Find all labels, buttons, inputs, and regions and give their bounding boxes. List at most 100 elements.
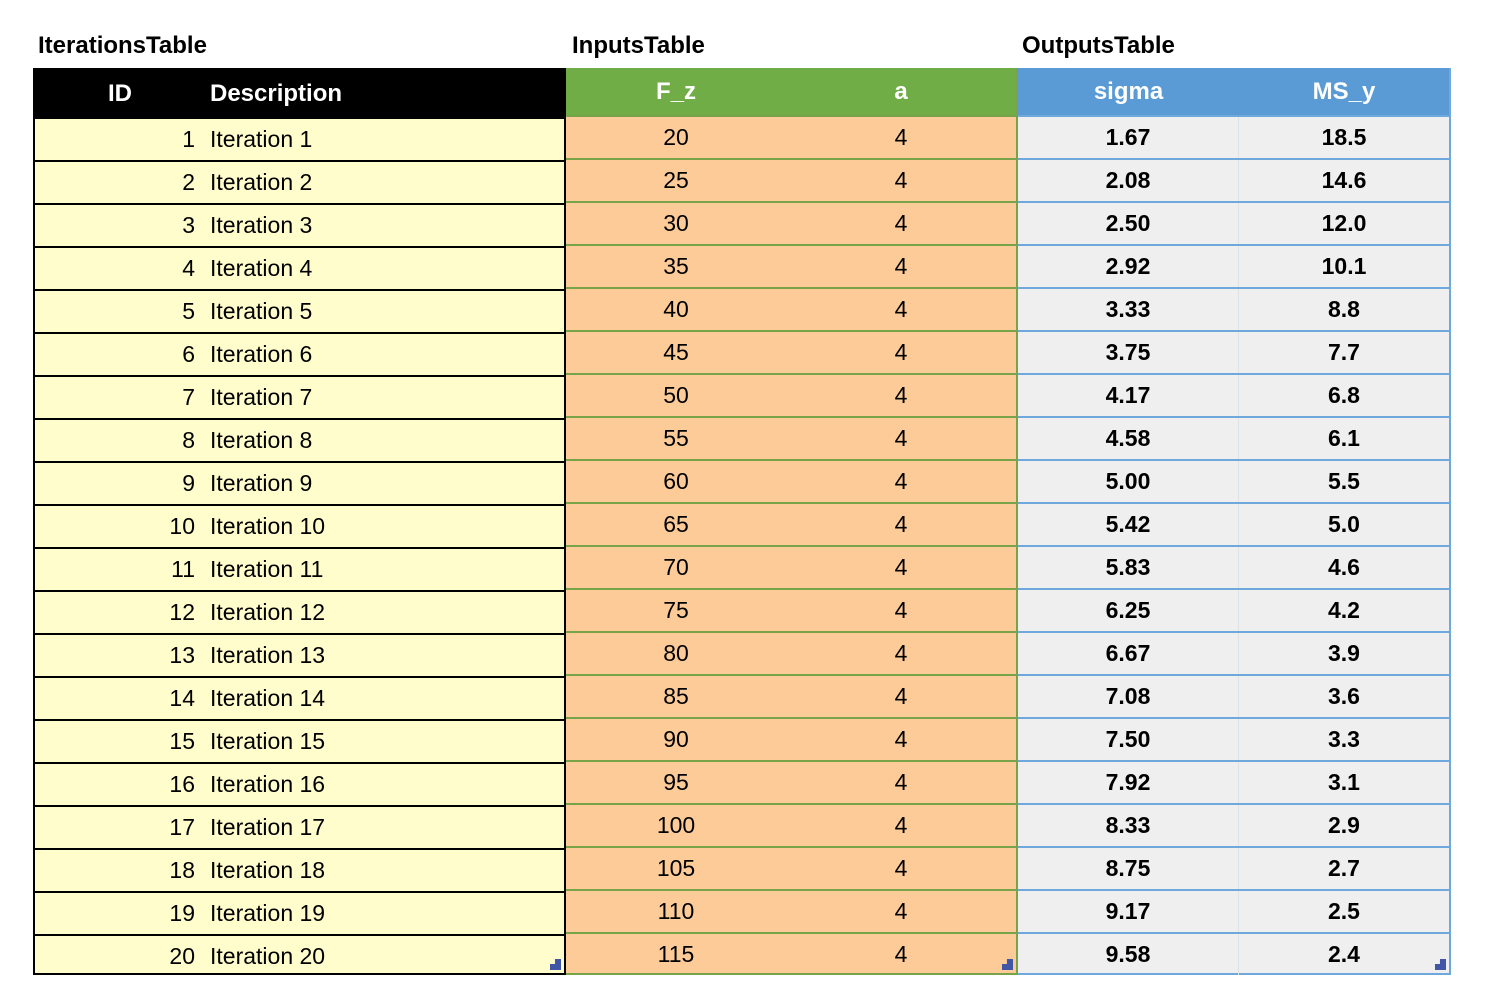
cell-a[interactable]: 4 [894,941,908,967]
cell-description[interactable]: Iteration 17 [210,814,326,840]
cell-id[interactable]: 1 [182,126,195,152]
cell-id[interactable]: 5 [182,298,195,324]
cell-description[interactable]: Iteration 10 [210,513,326,539]
cell-msy[interactable]: 7.7 [1328,339,1360,365]
cell-fz[interactable]: 75 [663,597,689,623]
cell-sigma[interactable]: 2.50 [1018,203,1239,244]
cell-description[interactable]: Iteration 9 [210,470,313,496]
cell-fz[interactable]: 100 [656,812,696,838]
cell-fz[interactable]: 110 [657,898,695,924]
cell-msy[interactable]: 3.6 [1328,683,1360,709]
cell-fz[interactable]: 80 [663,640,689,666]
cell-fz[interactable]: 105 [656,855,696,881]
cell-description[interactable]: Iteration 12 [210,599,326,625]
column-header-fz[interactable]: F_z [655,78,696,105]
cell-a[interactable]: 4 [894,511,908,537]
cell-description[interactable]: Iteration 1 [210,126,313,152]
cell-id[interactable]: 19 [169,900,195,926]
cell-fz[interactable]: 60 [663,468,689,494]
cell-sigma[interactable]: 5.00 [1018,461,1239,502]
cell-fz[interactable]: 20 [663,124,689,150]
column-header-msy[interactable]: MS_y [1312,78,1376,105]
cell-sigma[interactable]: 6.25 [1018,590,1239,631]
cell-msy[interactable]: 3.3 [1328,726,1360,752]
cell-id[interactable]: 11 [171,556,195,582]
cell-description[interactable]: Iteration 5 [210,298,313,324]
cell-id[interactable]: 9 [182,470,195,496]
cell-description[interactable]: Iteration 8 [210,427,313,453]
cell-id[interactable]: 4 [182,255,195,281]
cell-sigma[interactable]: 7.92 [1018,762,1239,803]
cell-description[interactable]: Iteration 11 [210,556,324,582]
inputs-table-title[interactable]: InputsTable [572,32,705,59]
cell-fz[interactable]: 85 [663,683,689,709]
cell-msy[interactable]: 2.9 [1328,812,1360,838]
outputs-table-title[interactable]: OutputsTable [1022,32,1175,59]
cell-id[interactable]: 16 [169,771,195,797]
cell-a[interactable]: 4 [894,554,908,580]
cell-description[interactable]: Iteration 19 [210,900,326,926]
cell-id[interactable]: 2 [182,169,195,195]
cell-sigma[interactable]: 8.33 [1018,805,1239,846]
cell-msy[interactable]: 14.6 [1321,167,1367,193]
cell-a[interactable]: 4 [894,683,908,709]
cell-msy[interactable]: 3.9 [1328,640,1360,666]
cell-id[interactable]: 7 [182,384,195,410]
cell-fz[interactable]: 95 [663,769,689,795]
cell-msy[interactable]: 8.8 [1328,296,1360,322]
cell-msy[interactable]: 12.0 [1321,210,1367,236]
cell-a[interactable]: 4 [894,769,908,795]
cell-a[interactable]: 4 [894,210,908,236]
cell-a[interactable]: 4 [894,253,908,279]
cell-sigma[interactable]: 9.17 [1018,891,1239,932]
cell-sigma[interactable]: 5.42 [1018,504,1239,545]
cell-a[interactable]: 4 [894,855,908,881]
cell-sigma[interactable]: 5.83 [1018,547,1239,588]
cell-fz[interactable]: 115 [657,941,695,967]
column-header-description[interactable]: Description [210,80,343,107]
cell-msy[interactable]: 5.5 [1328,468,1360,494]
cell-sigma[interactable]: 6.67 [1018,633,1239,674]
cell-sigma[interactable]: 7.50 [1018,719,1239,760]
cell-description[interactable]: Iteration 20 [210,943,326,969]
cell-description[interactable]: Iteration 2 [210,169,313,195]
cell-sigma[interactable]: 2.08 [1018,160,1239,201]
cell-description[interactable]: Iteration 4 [210,255,313,281]
cell-sigma[interactable]: 4.58 [1018,418,1239,459]
cell-msy[interactable]: 2.5 [1328,898,1360,924]
cell-fz[interactable]: 40 [663,296,689,322]
cell-id[interactable]: 20 [169,943,195,969]
cell-fz[interactable]: 65 [663,511,689,537]
cell-description[interactable]: Iteration 16 [210,771,326,797]
cell-fz[interactable]: 30 [663,210,689,236]
cell-a[interactable]: 4 [894,382,908,408]
cell-fz[interactable]: 70 [663,554,689,580]
cell-fz[interactable]: 45 [663,339,689,365]
cell-description[interactable]: Iteration 6 [210,341,313,367]
cell-sigma[interactable]: 3.33 [1018,289,1239,330]
cell-id[interactable]: 10 [169,513,195,539]
cell-a[interactable]: 4 [894,597,908,623]
cell-msy[interactable]: 4.6 [1328,554,1360,580]
cell-msy[interactable]: 5.0 [1328,511,1360,537]
table-resize-handle[interactable] [550,959,561,970]
cell-description[interactable]: Iteration 18 [210,857,326,883]
cell-id[interactable]: 17 [169,814,195,840]
cell-sigma[interactable]: 1.67 [1018,117,1239,158]
cell-id[interactable]: 14 [169,685,195,711]
cell-a[interactable]: 4 [894,339,908,365]
cell-fz[interactable]: 90 [663,726,689,752]
cell-msy[interactable]: 3.1 [1328,769,1360,795]
cell-a[interactable]: 4 [894,167,908,193]
cell-description[interactable]: Iteration 7 [210,384,313,410]
cell-msy[interactable]: 2.4 [1328,941,1360,967]
cell-fz[interactable]: 35 [663,253,689,279]
cell-sigma[interactable]: 4.17 [1018,375,1239,416]
cell-a[interactable]: 4 [894,425,908,451]
cell-fz[interactable]: 25 [663,167,689,193]
cell-msy[interactable]: 6.8 [1328,382,1360,408]
cell-sigma[interactable]: 8.75 [1018,848,1239,889]
cell-sigma[interactable]: 3.75 [1018,332,1239,373]
cell-a[interactable]: 4 [894,898,908,924]
cell-id[interactable]: 3 [182,212,195,238]
